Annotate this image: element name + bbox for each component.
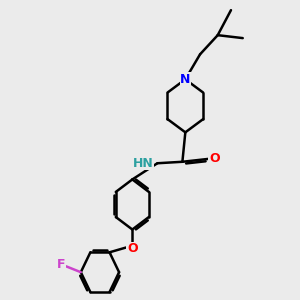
Text: HN: HN (133, 157, 154, 170)
Text: O: O (127, 242, 138, 255)
Text: N: N (180, 73, 190, 86)
Text: F: F (56, 258, 65, 271)
Text: O: O (209, 152, 220, 165)
